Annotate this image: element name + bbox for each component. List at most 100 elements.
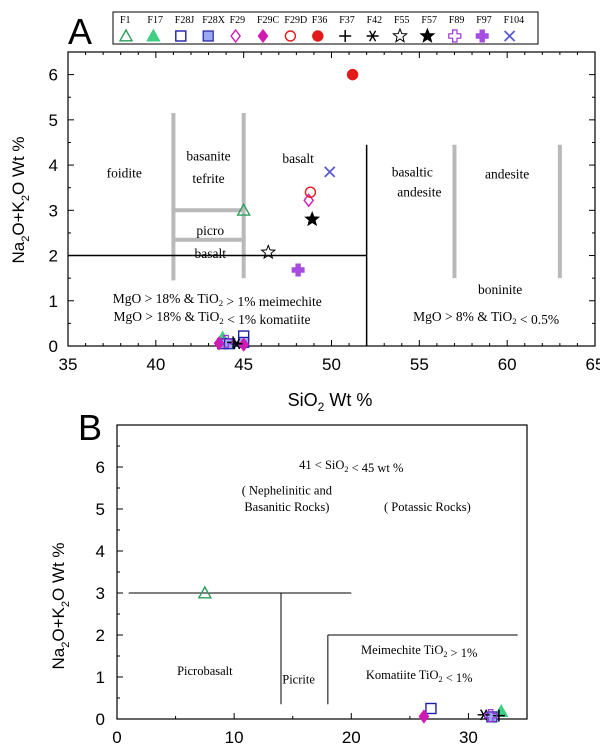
data-point-f1 (197, 585, 213, 599)
data-point-f89 (219, 334, 233, 349)
legend-label-f97: F97 (476, 15, 492, 26)
data-point-f28j (425, 702, 437, 715)
panel-a: A F1 F17 F28J F28X F29 F29C F29D F36 F37 F42 F55 F5… (9, 11, 600, 414)
panel-b: B 0 10 20 30 0 1 2 3 4 5 6 41 < SiO2 < 45 wt % ( Ne… (49, 407, 528, 747)
legend-label-f57: F57 (421, 15, 437, 26)
legend-label-f28x: F28X (202, 15, 226, 26)
y-tick-label-b: 6 (96, 458, 105, 477)
data-point-f57 (304, 211, 321, 227)
field-label: picro (196, 223, 224, 238)
field-label: tefrite (192, 171, 224, 186)
data-point-f29c (213, 336, 225, 351)
y-tick-label-a: 6 (49, 66, 58, 85)
data-points-a (213, 68, 359, 352)
data-point-f89 (484, 709, 498, 723)
legend-label-f28j: F28J (175, 15, 195, 26)
legend-marker-f97 (475, 29, 489, 43)
field-label: basaltic (392, 164, 433, 179)
x-tick-label-a: 35 (59, 355, 78, 374)
field-label: ( Potassic Rocks) (384, 500, 471, 514)
legend-label-f29d: F29D (284, 15, 307, 26)
y-tick-label-a: 4 (49, 156, 58, 175)
x-tick-label-b: 0 (112, 728, 121, 747)
field-label: ( Nephelinitic and (242, 483, 333, 497)
field-label: MgO > 18% & TiO2 < 1% komatiite (114, 309, 311, 327)
data-point-f1 (236, 202, 251, 216)
field-label: Komatiite TiO2 < 1% (366, 668, 473, 685)
x-tick-label-b: 20 (342, 728, 361, 747)
panel-b-label: B (78, 407, 102, 448)
legend-label-f37: F37 (339, 15, 355, 26)
y-tick-label-a: 1 (49, 292, 58, 311)
legend-marker-f104 (503, 30, 516, 42)
legend-marker-f29 (230, 28, 241, 44)
legend-label-f104: F104 (504, 15, 525, 26)
field-label: boninite (478, 282, 522, 297)
panel-a-label: A (68, 11, 92, 52)
field-label: Picrobasalt (177, 664, 233, 678)
legend-marker-f42 (366, 30, 379, 42)
data-point-f29d (304, 186, 317, 198)
y-tick-label-a: 2 (49, 247, 58, 266)
legend-marker-f28j (175, 30, 187, 42)
legend-marker-f36 (312, 30, 324, 42)
legend-marker-f37 (339, 30, 352, 42)
y-tick-label-b: 4 (96, 542, 105, 561)
legend-label-f55: F55 (394, 15, 410, 26)
legend-label-f1: F1 (120, 15, 131, 26)
x-tick-label-a: 45 (234, 355, 253, 374)
legend-label-f17: F17 (147, 15, 163, 26)
data-point-f36 (346, 68, 359, 81)
y-tick-label-b: 1 (96, 668, 105, 687)
legend-marker-f57 (419, 27, 436, 43)
x-tick-label-b: 30 (459, 728, 478, 747)
y-tick-label-a: 5 (49, 111, 58, 130)
x-tick-label-a: 50 (322, 355, 341, 374)
legend-items: F1 F17 F28J F28X F29 F29C F29D F36 F37 F42 F55 F57 F… (118, 15, 525, 44)
legend-marker-f28x (202, 30, 214, 42)
legend-label-f42: F42 (367, 15, 383, 26)
x-tick-label-a: 60 (498, 355, 517, 374)
field-label: basalt (195, 246, 227, 261)
y-tick-label-a: 0 (49, 337, 58, 356)
x-tick-label-b: 10 (225, 728, 244, 747)
field-label: Basanitic Rocks) (244, 500, 329, 514)
y-tick-label-b: 2 (96, 626, 105, 645)
data-point-f29c (418, 709, 430, 724)
field-label: basalt (282, 151, 314, 166)
legend-marker-f1 (118, 28, 134, 42)
picrite-boundaries (128, 592, 518, 705)
legend-marker-f89 (448, 29, 462, 43)
data-point-f55 (260, 244, 277, 260)
data-points-b (197, 585, 509, 724)
field-labels-a: foidite basanite tefrite basalt picro basalt b… (107, 149, 560, 328)
x-tick-label-a: 65 (586, 355, 600, 374)
field-label: 41 < SiO2 < 45 wt % (299, 458, 403, 475)
data-point-f29 (303, 193, 315, 208)
x-tick-label-a: 55 (410, 355, 429, 374)
field-label: Meimechite TiO2 > 1% (361, 643, 477, 660)
data-point-f37 (492, 709, 505, 722)
field-label: foidite (107, 166, 142, 181)
legend-marker-f29c (257, 28, 269, 44)
y-tick-label-b: 5 (96, 500, 105, 519)
y-tick-label-b: 3 (96, 584, 105, 603)
x-tick-label-a: 40 (146, 355, 165, 374)
axis-ticks-b: 0 10 20 30 0 1 2 3 4 5 6 (96, 445, 478, 747)
y-tick-label-a: 3 (49, 201, 58, 220)
field-label: Picrite (282, 672, 315, 686)
data-point-f29c (238, 337, 250, 352)
legend-a: F1 F17 F28J F28X F29 F29C F29D F36 F37 F42 F55 F57 F… (112, 11, 539, 45)
legend-label-f89: F89 (449, 15, 465, 26)
data-point-f104 (324, 166, 336, 178)
y-tick-label-b: 0 (96, 710, 105, 729)
legend-label-f29c: F29C (257, 15, 280, 26)
field-labels-b: 41 < SiO2 < 45 wt % ( Nephelinitic and Bas… (177, 458, 477, 686)
field-label: MgO > 8% & TiO2 < 0.5% (413, 309, 559, 327)
tas-boundaries (68, 113, 562, 346)
field-label: andesite (485, 167, 529, 182)
legend-marker-f17 (146, 28, 161, 42)
legend-marker-f55 (391, 27, 409, 43)
